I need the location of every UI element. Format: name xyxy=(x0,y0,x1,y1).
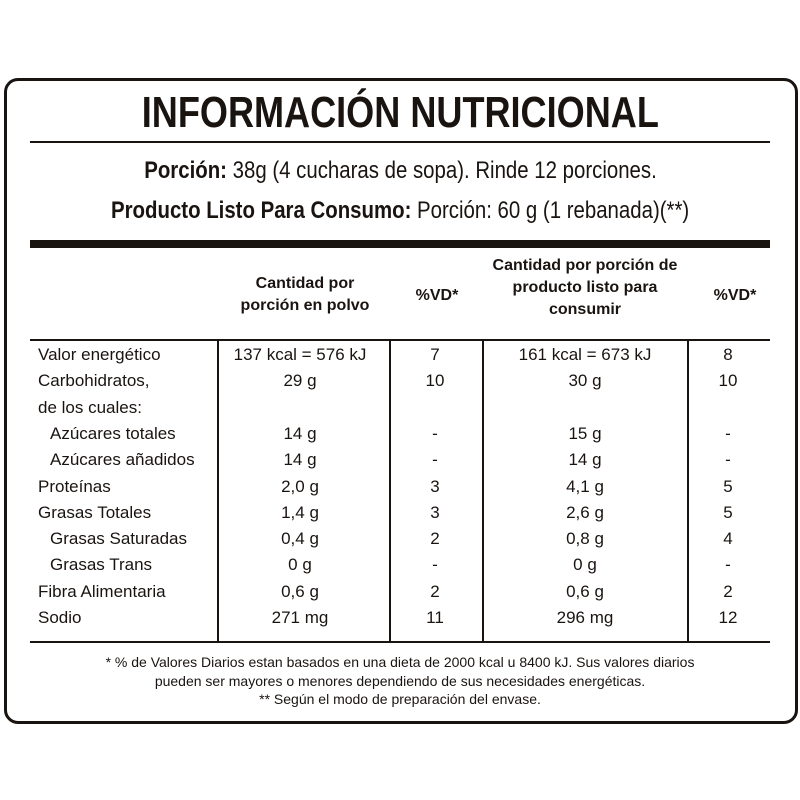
footnote: pueden ser mayores o menores dependiendo… xyxy=(154,673,646,689)
serving-text: 38g (4 cucharas de sopa). Rinde 12 porci… xyxy=(232,157,657,184)
cell: 4 xyxy=(723,529,733,549)
cell: 0,6 g xyxy=(281,581,319,601)
cell: 15 g xyxy=(568,423,602,443)
row-label: Sodio xyxy=(38,608,82,627)
cell: 0 g xyxy=(573,555,597,575)
cell: 2 xyxy=(430,581,440,601)
cell: 2,0 g xyxy=(281,476,319,496)
cell: 5 xyxy=(723,502,733,522)
label-border xyxy=(4,78,798,724)
row-label: de los cuales: xyxy=(38,397,142,417)
cell: 2 xyxy=(430,529,440,549)
footnote: ** Según el modo de preparación del enva… xyxy=(259,691,541,707)
footnote: * % de Valores Diarios estan basados en … xyxy=(105,654,695,670)
row-label: Grasas Saturadas xyxy=(50,529,188,549)
cell: 8 xyxy=(723,345,733,364)
cell: 0,8 g xyxy=(566,529,604,549)
serving-label: Porción: xyxy=(143,157,227,184)
cell: - xyxy=(725,423,731,443)
cell: 161 kcal = 673 kJ xyxy=(518,345,652,364)
rule xyxy=(30,641,770,643)
column-rule xyxy=(217,340,219,642)
cell: 30 g xyxy=(568,371,602,391)
title-text: INFORMACIÓN NUTRICIONAL xyxy=(141,88,659,137)
row-label: Carbohidratos, xyxy=(38,371,150,391)
cell: 0,6 g xyxy=(566,581,604,601)
cell: 296 mg xyxy=(556,608,614,627)
cell: 2 xyxy=(723,581,733,601)
rule xyxy=(30,339,770,341)
cell: - xyxy=(725,555,731,575)
cell: 10 xyxy=(718,371,738,391)
column-rule xyxy=(687,340,689,642)
cell: 2,6 g xyxy=(566,502,604,522)
cell: 0,4 g xyxy=(281,529,319,549)
cell: 14 g xyxy=(568,450,602,470)
cell: 14 g xyxy=(283,423,317,443)
thick-rule xyxy=(30,240,770,248)
cell: 3 xyxy=(430,476,440,496)
row-label: Azúcares añadidos xyxy=(50,450,195,470)
column-rule xyxy=(482,340,484,642)
cell: 137 kcal = 576 kJ xyxy=(233,345,367,364)
cell: 1,4 g xyxy=(281,502,319,522)
cell: 5 xyxy=(723,476,733,496)
cell: 11 xyxy=(426,608,444,627)
cell: - xyxy=(432,555,438,575)
column-rule xyxy=(389,340,391,642)
cell: 271 mg xyxy=(271,608,329,627)
row-label: Proteínas xyxy=(38,476,111,496)
column-header: Cantidad por porción en polvo xyxy=(240,275,370,314)
cell: 14 g xyxy=(283,450,317,470)
row-label: Grasas Trans xyxy=(50,555,153,575)
cell: 12 xyxy=(718,608,738,627)
cell: - xyxy=(725,450,731,470)
title: INFORMACIÓN NUTRICIONAL xyxy=(0,88,800,138)
cell: 4,1 g xyxy=(566,476,604,496)
serving-line: Porción: 38g (4 cucharas de sopa). Rinde… xyxy=(0,157,800,185)
row-label: Grasas Totales xyxy=(38,502,152,522)
cell: 29 g xyxy=(283,371,317,391)
rule xyxy=(30,141,770,143)
cell: - xyxy=(432,423,438,443)
row-label: Fibra Alimentaria xyxy=(38,581,166,601)
row-label: Azúcares totales xyxy=(50,423,176,443)
cell: 7 xyxy=(430,345,440,364)
cell: 3 xyxy=(430,502,440,522)
cell: 0 g xyxy=(288,555,312,575)
serving-label: Producto Listo Para Consumo: xyxy=(110,197,412,224)
serving-line: Producto Listo Para Consumo: Porción: 60… xyxy=(0,197,800,225)
cell: 10 xyxy=(425,371,445,391)
serving-text: Porción: 60 g (1 rebanada)(**) xyxy=(416,197,690,224)
column-header: %VD* xyxy=(415,287,459,304)
row-label: Valor energético xyxy=(38,345,161,364)
cell: - xyxy=(432,450,438,470)
column-header: %VD* xyxy=(713,287,757,304)
column-header: Cantidad por porción de producto listo p… xyxy=(492,257,678,318)
